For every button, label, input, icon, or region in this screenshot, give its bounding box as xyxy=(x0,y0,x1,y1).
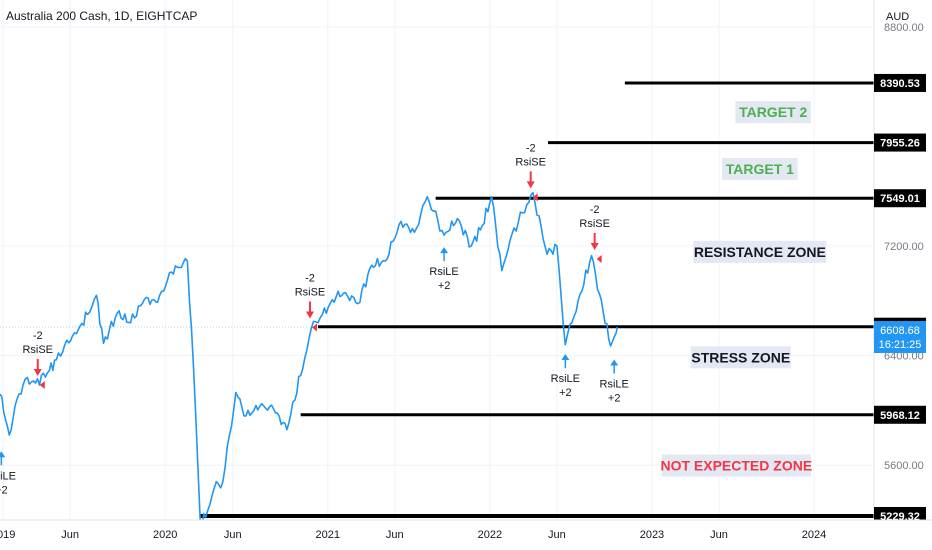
level-badge: 5968.12 xyxy=(874,405,926,424)
zone-label: TARGET 1 xyxy=(722,158,798,180)
marker-icon xyxy=(311,323,317,332)
price-series xyxy=(0,191,619,527)
short-signal: -2 RsiSE xyxy=(515,142,546,202)
signal-label: RsiLE xyxy=(600,379,629,391)
marker-icon xyxy=(596,254,602,263)
signal-label: -2 xyxy=(526,142,536,154)
signal-label: +2 xyxy=(559,387,572,399)
price-line xyxy=(0,191,619,527)
zone-label: TARGET 2 xyxy=(735,101,811,124)
time-tick-label: Jun xyxy=(710,529,728,541)
zone-label-text: RESISTANCE ZONE xyxy=(694,244,826,260)
signal-label: +2 xyxy=(0,484,8,496)
time-tick-label: 2020 xyxy=(153,529,177,541)
zone-label: NOT EXPECTED ZONE xyxy=(660,454,812,477)
zone-label: STRESS ZONE xyxy=(690,346,791,369)
zone-label-bg xyxy=(722,158,798,180)
marker-icon xyxy=(39,381,45,390)
level-badge: 8390.53 xyxy=(874,73,926,92)
long-signal: RsiLE +2 xyxy=(429,247,459,292)
long-signal: RsiLE +2 xyxy=(600,359,629,405)
level-badge-text: 7549.01 xyxy=(880,193,920,205)
signal-label: RsiLE xyxy=(429,266,458,278)
price-tick-label: 5600.00 xyxy=(884,460,924,472)
current-price-badge: 6608.68 16:21:25 xyxy=(874,321,926,354)
price-tick-label: 7200.00 xyxy=(884,241,924,253)
level-badge: 7549.01 xyxy=(874,189,926,208)
level-badge-text: 5968.12 xyxy=(880,410,920,422)
signal-label: RsiSE xyxy=(22,344,53,356)
signal-label: RsiSE xyxy=(515,156,546,168)
currency-label: AUD xyxy=(886,11,909,23)
price-tick-label: 6400.00 xyxy=(884,351,924,363)
signal-label: -2 xyxy=(33,330,43,342)
signal-label: RsiLE xyxy=(0,470,16,482)
zone-label-text: NOT EXPECTED ZONE xyxy=(660,458,812,474)
time-tick-label: 2023 xyxy=(640,529,664,541)
signal-label: +2 xyxy=(608,393,621,405)
arrow-down-icon xyxy=(526,181,535,189)
arrow-down-icon xyxy=(305,311,314,319)
time-tick-label: 2024 xyxy=(802,529,826,541)
time-axis xyxy=(0,520,932,550)
zone-label-text: TARGET 2 xyxy=(739,104,807,120)
zone-label-text: TARGET 1 xyxy=(726,161,794,177)
time-tick-label: Jun xyxy=(548,529,566,541)
short-signal: -2 RsiSE xyxy=(295,272,326,332)
current-price-value: 6608.68 xyxy=(880,325,920,337)
arrow-down-icon xyxy=(590,242,599,250)
long-signal: RsiLE +2 xyxy=(0,451,16,496)
zone-label-bg xyxy=(690,346,791,369)
time-tick-label: 2022 xyxy=(478,529,502,541)
signal-label: RsiSE xyxy=(579,218,610,230)
long-signal: RsiLE +2 xyxy=(551,354,580,399)
signal-markers: -2RsiSE-2RsiSE-2RsiSE-2RsiSERsiLE+2RsiLE… xyxy=(0,142,629,496)
zone-label: RESISTANCE ZONE xyxy=(693,240,827,263)
zone-labels: TARGET 2 TARGET 1 RESISTANCE ZONE STRESS ZO… xyxy=(660,101,827,477)
signal-label: RsiLE xyxy=(551,373,580,385)
current-price-bg xyxy=(874,321,926,354)
time-tick-label: 2019 xyxy=(0,529,15,541)
zone-label-bg xyxy=(661,454,812,477)
level-badge-bg xyxy=(874,189,926,208)
horizontal-levels[interactable] xyxy=(200,81,874,518)
level-badge-bg xyxy=(874,405,926,424)
time-tick-label: Jun xyxy=(224,529,242,541)
price-tick-label: 8800.00 xyxy=(884,22,924,34)
level-badge: 7955.26 xyxy=(874,133,926,152)
chart-title: Australia 200 Cash, 1D, EIGHTCAP xyxy=(6,9,198,23)
current-price-countdown: 16:21:25 xyxy=(879,339,922,351)
short-signal: -2 RsiSE xyxy=(579,204,610,263)
level-badge-bg xyxy=(874,133,926,152)
signal-label: RsiSE xyxy=(295,286,326,298)
arrow-up-icon xyxy=(440,247,449,254)
level-badge-bg xyxy=(874,73,926,92)
level-badge-text: 7955.26 xyxy=(880,138,920,150)
time-tick-label: Jun xyxy=(386,529,404,541)
marker-icon xyxy=(532,193,538,202)
level-badge-text: 8390.53 xyxy=(880,78,920,90)
time-tick-label: Jun xyxy=(61,529,79,541)
signal-label: +2 xyxy=(438,280,451,292)
zone-label-bg xyxy=(693,240,827,263)
arrow-up-icon xyxy=(610,359,619,366)
arrow-up-icon xyxy=(561,354,570,361)
zone-label-bg xyxy=(735,101,811,124)
signal-label: -2 xyxy=(305,272,315,284)
signal-label: -2 xyxy=(590,204,600,216)
zone-label-text: STRESS ZONE xyxy=(691,349,790,365)
short-signal: -2 RsiSE xyxy=(22,330,53,390)
time-tick-label: 2021 xyxy=(316,529,340,541)
arrow-down-icon xyxy=(33,369,42,377)
